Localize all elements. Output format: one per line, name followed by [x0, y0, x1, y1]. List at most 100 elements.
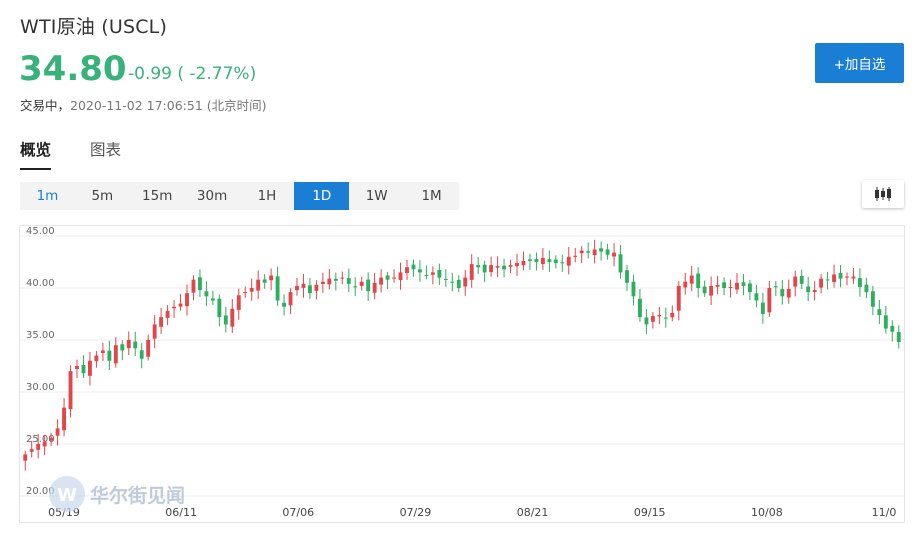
- candle-body: [832, 274, 836, 283]
- candle-body: [120, 344, 125, 351]
- candle-body: [489, 265, 494, 273]
- candle-body: [262, 279, 267, 283]
- candle-body: [870, 291, 875, 307]
- x-tick-label: 06/11: [165, 506, 197, 519]
- y-tick-label: 30.00: [26, 382, 55, 393]
- instrument-title: WTI原油 (USCL): [20, 16, 168, 38]
- period-15m[interactable]: 15m: [142, 188, 173, 204]
- candle-body: [430, 272, 435, 275]
- candle-body: [133, 341, 138, 349]
- candle-body: [715, 284, 720, 287]
- candle-body: [139, 350, 144, 359]
- candle-body: [786, 289, 791, 298]
- candle-body: [333, 278, 338, 281]
- period-1d[interactable]: 1D: [294, 182, 350, 210]
- candle-body: [243, 292, 248, 294]
- candle-body: [288, 292, 293, 306]
- candle-body: [890, 325, 895, 332]
- candle-body: [560, 262, 565, 264]
- period-1m[interactable]: 1m: [36, 188, 59, 204]
- candle-body: [767, 288, 772, 313]
- candle-body: [508, 265, 513, 267]
- candle-body: [372, 282, 377, 293]
- candle-body: [269, 275, 274, 281]
- candle-body: [450, 281, 455, 283]
- chart-type-button[interactable]: [862, 180, 904, 208]
- y-tick-label: 20.00: [26, 486, 55, 497]
- watermark-text: 华尔街见闻: [90, 484, 185, 507]
- trading-status: 交易中，2020-11-02 17:06:51 (北京时间): [20, 95, 267, 114]
- candle-body: [657, 315, 662, 317]
- tab-overview[interactable]: 概览: [20, 138, 52, 170]
- candle-body: [398, 272, 403, 281]
- candle-body: [230, 308, 235, 327]
- candle-body: [638, 298, 642, 318]
- candle-body: [236, 295, 241, 310]
- candle-body: [599, 248, 604, 252]
- price-change: -0.99 ( -2.77%): [128, 64, 257, 84]
- candle-body: [709, 285, 714, 296]
- candle-body: [256, 279, 261, 291]
- candle-body: [346, 278, 351, 284]
- candle-body: [340, 277, 345, 279]
- candle-body: [896, 332, 901, 343]
- period-1mo[interactable]: 1M: [421, 188, 442, 204]
- candle-body: [424, 274, 429, 276]
- add-to-watchlist-button[interactable]: +加自选: [815, 43, 904, 83]
- y-tick-label: 25.00: [26, 434, 55, 445]
- tab-chart[interactable]: 图表: [90, 141, 122, 159]
- candle-body: [75, 366, 79, 369]
- candle-body: [573, 255, 578, 257]
- candle-body: [618, 254, 623, 273]
- candle-body: [94, 355, 99, 362]
- quote-timestamp: 2020-11-02 17:06:51 (北京时间): [70, 98, 267, 113]
- candle-body: [392, 277, 396, 279]
- candle-body: [858, 278, 862, 287]
- candle-body: [29, 449, 34, 452]
- candle-body: [760, 302, 765, 314]
- period-5m[interactable]: 5m: [91, 188, 114, 204]
- y-tick-label: 45.00: [26, 226, 55, 237]
- x-tick-label: 11/0: [872, 506, 897, 519]
- candle-body: [780, 289, 785, 297]
- period-1w[interactable]: 1W: [365, 188, 388, 204]
- y-tick-label: 35.00: [26, 330, 55, 341]
- candle-body: [553, 259, 558, 264]
- x-tick-label: 09/15: [634, 506, 666, 519]
- candle-body: [592, 249, 597, 256]
- candle-body: [223, 315, 228, 325]
- candle-body: [327, 278, 332, 285]
- candle-body: [366, 279, 371, 292]
- candle-body: [159, 317, 164, 327]
- candle-body: [55, 428, 60, 436]
- candle-body: [49, 437, 54, 441]
- candle-body: [864, 284, 869, 293]
- candle-body: [379, 277, 384, 285]
- candle-body: [702, 286, 707, 294]
- candle-body: [301, 283, 306, 288]
- watermark-logo-icon: [49, 476, 85, 512]
- candle-body: [314, 284, 319, 291]
- candle-body: [405, 267, 409, 273]
- candle-body: [644, 317, 649, 325]
- candle-body: [88, 360, 92, 376]
- candle-body: [722, 282, 726, 288]
- x-tick-label: 08/21: [517, 506, 549, 519]
- candle-body: [126, 340, 131, 349]
- candle-body: [107, 350, 112, 361]
- candle-body: [625, 270, 629, 283]
- period-30m[interactable]: 30m: [196, 188, 228, 204]
- candle-body: [579, 250, 584, 254]
- period-1h[interactable]: 1H: [257, 188, 277, 204]
- price-chart[interactable]: 45.00 40.00 35.00 30.00 25.00 20.00 05/19 06/11…: [19, 225, 905, 523]
- candle-body: [793, 276, 798, 287]
- candle-body: [748, 283, 752, 293]
- candle-body: [456, 279, 461, 288]
- candle-body: [482, 264, 487, 273]
- candle-body: [165, 310, 170, 318]
- candle-body: [81, 364, 86, 374]
- candle-body: [540, 257, 545, 265]
- candle-body: [463, 277, 468, 287]
- candle-body: [728, 286, 733, 288]
- candle-body: [185, 293, 189, 307]
